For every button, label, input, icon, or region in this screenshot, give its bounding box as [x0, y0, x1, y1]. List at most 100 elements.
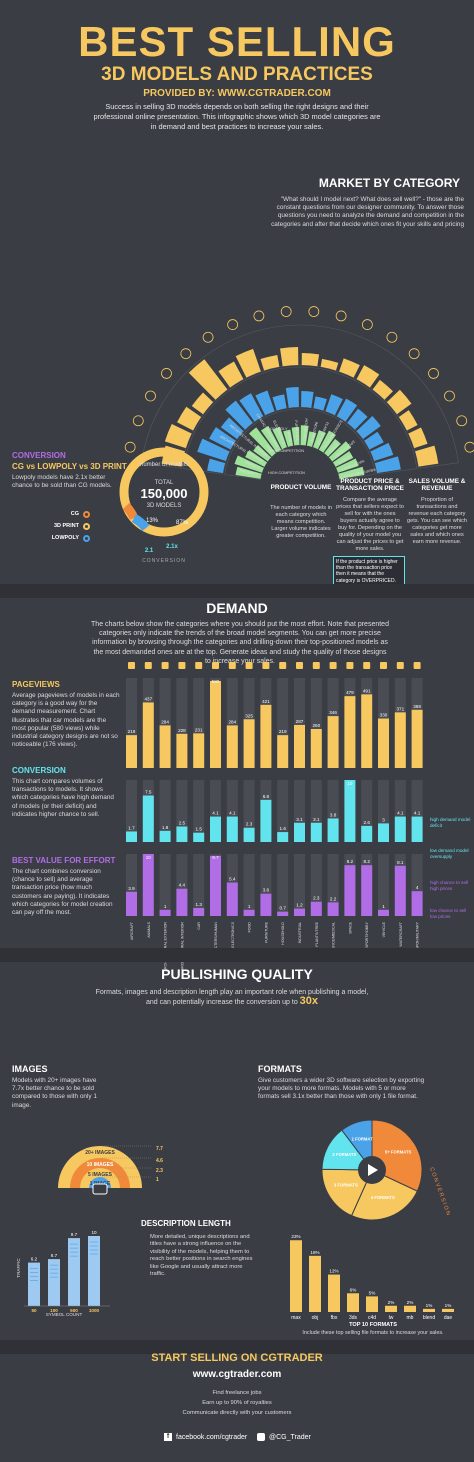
category-axis-label: PLANTS/TREE [315, 921, 319, 946]
bar-value-label: 3.1 [313, 817, 320, 822]
category-axis-label: FOOD [248, 922, 252, 933]
category-icon [456, 415, 468, 427]
bar-bg [310, 678, 322, 768]
bar [226, 882, 238, 916]
bar-value-label: 325 [245, 713, 253, 718]
provided-by[interactable]: PROVIDED BY: WWW.CGTRADER.COM [143, 88, 331, 99]
ring-segment [328, 441, 352, 462]
format-slice-label: 3 FORMATS [334, 1183, 358, 1188]
footer-line-3: Communicate directly with your customers [182, 1410, 292, 1416]
section-divider-footer [0, 1340, 474, 1354]
legend-swatch [83, 534, 90, 542]
format-bar-value: 23% [291, 1234, 300, 1239]
formats-title: FORMATS [258, 1064, 302, 1074]
category-icon [132, 415, 144, 427]
ring-segment [225, 400, 253, 430]
bar [260, 704, 272, 768]
bar-bg [394, 780, 406, 842]
category-icon [180, 348, 192, 360]
donut-pct-b: 87% [176, 520, 189, 526]
description-title: DESCRIPTION LENGTH [141, 1219, 231, 1228]
play-icon [368, 1164, 378, 1176]
format-bar-category: fbx [331, 1315, 338, 1321]
col1-text: The number of models in each category wh… [270, 505, 332, 539]
pageviews-title: PAGEVIEWS [12, 680, 60, 689]
category-icon [363, 662, 371, 669]
bar [361, 865, 373, 916]
conv-legend-high: high demand model deficit [430, 817, 471, 828]
desc-bar [68, 1238, 80, 1306]
conversion-text: Lowpoly models have 2.1x better chance t… [12, 474, 112, 490]
bar-value-label: 1.3 [196, 902, 203, 907]
models-donut: number of models TOTAL 150,000 3D MODELS… [119, 447, 209, 564]
ring-segment [398, 410, 418, 431]
bar [310, 901, 322, 916]
twitter-text: @CG_Trader [269, 1433, 311, 1441]
bar-bg [176, 780, 188, 842]
market-title: MARKET BY CATEGORY [318, 176, 460, 190]
twitter-link[interactable]: @CG_Trader [257, 1433, 311, 1441]
bar-value-label: 228 [178, 728, 186, 733]
bar-value-label: 3.1 [296, 817, 303, 822]
category-axis-label: ANIMALS [147, 921, 151, 937]
value-legend-high: high chance to sell high prices [430, 880, 469, 891]
ring-segment [291, 427, 300, 446]
bar-value-label: 4.1 [212, 811, 219, 816]
bar-value-label: 3.6 [263, 888, 270, 893]
bar-value-label: 2.3 [246, 822, 253, 827]
footer-url[interactable]: www.cgtrader.com [192, 1369, 282, 1380]
bar-bg [193, 780, 205, 842]
format-bar [328, 1274, 340, 1312]
ring-segment [220, 417, 244, 440]
col1-title: PRODUCT VOLUME [270, 484, 332, 491]
bar [344, 865, 356, 916]
category-icon [212, 662, 219, 669]
bar-value-label: 580 [212, 679, 220, 684]
category-icon [245, 662, 253, 669]
category-icon [464, 441, 474, 453]
bar-value-label: 346 [329, 710, 337, 715]
category-axis-label: CHARACTERS/HUMAN [214, 922, 218, 961]
donut-ring [119, 447, 209, 537]
ring-segment [386, 389, 412, 415]
bar-value-label: 1.8 [162, 825, 169, 830]
bar-value-label: 2.6 [364, 820, 371, 825]
donut-total: 150,000 [141, 486, 188, 501]
facebook-link[interactable]: f facebook.com/cgtrader [164, 1433, 247, 1441]
conversion-legend: CG 3D PRINT LOWPOLY [30, 508, 90, 544]
image-arc-label: 10 IMAGES [87, 1162, 114, 1168]
bar-bg [176, 678, 188, 768]
category-icon [346, 662, 354, 669]
formats-arc-label: CONVERSION [428, 1167, 450, 1218]
bar [294, 724, 305, 768]
bar [176, 888, 188, 916]
category-axis-label: CAR [197, 922, 201, 930]
ring-segment [338, 466, 365, 479]
image-arc-value: 4.6 [156, 1158, 163, 1164]
format-bar-value: 2% [388, 1300, 395, 1305]
desc-bar [48, 1259, 60, 1306]
ring-segment [356, 415, 381, 440]
category-icon [361, 319, 373, 330]
bar [210, 816, 221, 842]
bar-bg [210, 780, 221, 842]
bar-bg [226, 678, 238, 768]
ring-category-label: FOOD [286, 431, 292, 442]
category-axis-label: AIRCRAFT [130, 921, 134, 940]
ring-inner-label: LOW COMPETITION [268, 449, 304, 453]
formats-text: Give customers a wider 3D software selec… [258, 1077, 425, 1101]
publishing-title: PUBLISHING QUALITY [161, 966, 313, 982]
format-slice [341, 1119, 373, 1172]
ring-segment [364, 431, 384, 450]
ring-segment [197, 438, 230, 462]
category-icon [329, 662, 337, 669]
category-axis-label: VEHICLE [382, 921, 386, 937]
ring-segment [370, 442, 394, 462]
image-arc-value: 7.7 [156, 1146, 163, 1152]
bar-bg [243, 854, 255, 916]
category-axis-label: HOUSEHOLD [281, 922, 285, 945]
category-axis-label: WATERCRAFT [399, 921, 403, 946]
ring-category-label: VEHICLE [337, 454, 353, 466]
ring-band [141, 324, 459, 469]
category-icon [428, 368, 439, 379]
